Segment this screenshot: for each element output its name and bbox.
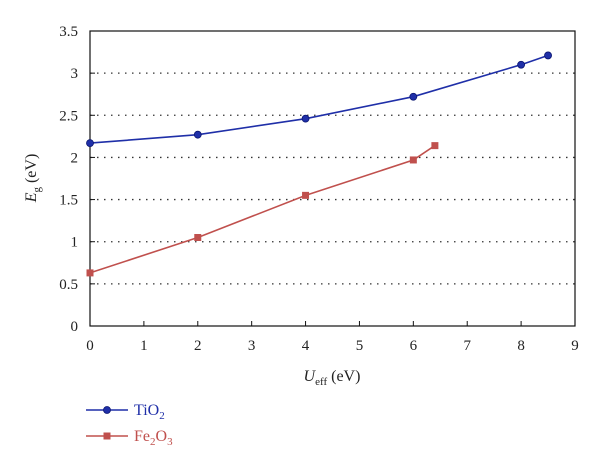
x-tick-label: 4	[302, 338, 310, 354]
data-point-fe2o3	[194, 234, 202, 241]
data-point-fe2o3	[86, 269, 94, 277]
y-tick-label: 3	[71, 66, 79, 82]
x-axis-label: Ueff (eV)	[304, 368, 361, 388]
x-tick-label: 3	[248, 338, 256, 354]
legend-label-fe2o3: Fe2O3	[134, 428, 173, 448]
data-point-fe2o3	[431, 142, 439, 150]
axis-ticks: 0 0.5 1 1.5 2 2.5 3 3.5 0 1 2 3 4 5 6 7 8 9	[59, 24, 579, 354]
y-tick-label: 3.5	[59, 24, 78, 40]
x-tick-label: 8	[517, 338, 525, 354]
y-tick-label: 1	[71, 235, 79, 251]
y-tick-label: 2.5	[59, 108, 78, 124]
y-tick-label: 0	[71, 319, 79, 335]
y-tick-label: 0.5	[59, 277, 78, 293]
x-tick-label: 1	[140, 338, 148, 354]
data-point-tio2	[86, 139, 94, 148]
y-tick-label: 2	[71, 150, 79, 166]
legend-item-fe2o3: Fe2O3	[86, 428, 173, 448]
data-series	[86, 51, 552, 277]
x-tick-label: 0	[86, 338, 94, 354]
data-point-tio2	[517, 60, 526, 69]
series-line-tio2	[89, 54, 549, 144]
legend-label-tio2: TiO2	[134, 402, 165, 422]
data-point-tio2	[193, 130, 202, 139]
plot-area	[89, 30, 576, 327]
legend: TiO2 Fe2O3	[86, 402, 173, 448]
data-point-fe2o3	[409, 156, 417, 164]
legend-marker-tio2	[103, 406, 111, 414]
x-tick-label: 2	[194, 338, 202, 354]
x-tick-label: 6	[410, 338, 418, 354]
data-point-tio2	[544, 51, 552, 60]
y-tick-label: 1.5	[59, 193, 78, 209]
legend-marker-fe2o3	[103, 432, 111, 440]
y-axis-label: Eg (eV)	[23, 154, 43, 204]
data-point-tio2	[409, 92, 418, 101]
data-point-fe2o3	[302, 191, 310, 199]
x-tick-label: 5	[356, 338, 364, 354]
x-tick-label: 9	[571, 338, 579, 354]
legend-item-tio2: TiO2	[86, 402, 165, 422]
data-point-tio2	[301, 114, 310, 123]
x-tick-label: 7	[463, 338, 471, 354]
